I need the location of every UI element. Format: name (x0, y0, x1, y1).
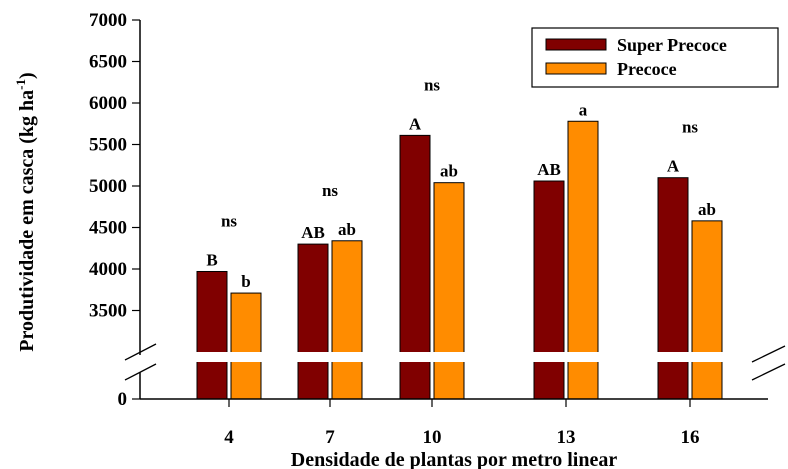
y-tick-label: 4500 (89, 218, 127, 239)
ns-annotation: ns (221, 211, 237, 230)
bar-super-precoce-7 (297, 243, 329, 400)
break-mark-right-bottom (751, 363, 786, 381)
x-tick-label: 10 (423, 427, 442, 448)
y-axis-label-sup: -1 (13, 79, 28, 90)
bar-label: B (206, 250, 217, 269)
bar-label: A (667, 157, 680, 176)
y-tick-label: 0 (118, 389, 128, 410)
legend-swatch-precoce (545, 62, 607, 75)
ns-annotation: ns (322, 181, 338, 200)
bars-layer (196, 120, 723, 400)
bar-precoce-4 (230, 292, 262, 400)
y-axis-label-close: ) (16, 72, 38, 79)
bar-super-precoce-16 (657, 177, 689, 400)
y-tick-label: 6500 (89, 52, 127, 73)
x-tick-label: 4 (224, 427, 234, 448)
axis-break-mask (141, 352, 779, 362)
break-mark-left-top (124, 343, 157, 361)
bar-label: A (409, 114, 422, 133)
legend: Super Precoce Precoce (531, 27, 779, 88)
bar-precoce-16 (691, 220, 723, 400)
axes-layer: 7000 6500 6000 5500 5000 4500 4000 3500 0 4 7 10 13 1… (13, 10, 786, 469)
y-tick-label: 4000 (89, 259, 127, 280)
legend-swatch-super-precoce (545, 38, 607, 51)
y-tick-label: 7000 (89, 10, 127, 31)
y-tick-label: 6000 (89, 93, 127, 114)
ns-annotation: ns (424, 75, 440, 94)
bar-label: a (579, 100, 588, 119)
y-tick-label: 3500 (89, 301, 127, 322)
x-axis-label: Densidade de plantas por metro linear (291, 449, 618, 469)
bar-super-precoce-4 (196, 270, 228, 400)
bar-label: AB (537, 160, 561, 179)
bar-label: AB (301, 223, 325, 242)
y-axis-label-main: Produtividade em casca (kg ha (16, 90, 38, 352)
ns-annotation: ns (682, 118, 698, 137)
break-mark-right-top (751, 345, 786, 363)
bar-label: b (241, 272, 250, 291)
bar-precoce-10 (433, 182, 465, 400)
bar-label: ab (440, 162, 458, 181)
x-tick-label: 7 (325, 427, 335, 448)
legend-label-super-precoce: Super Precoce (617, 35, 727, 55)
legend-label-precoce: Precoce (617, 59, 677, 79)
y-tick-label: 5500 (89, 135, 127, 156)
break-mark-left-bottom (124, 363, 157, 381)
y-axis-label: Produtividade em casca (kg ha-1) (13, 72, 38, 351)
bar-label: ab (338, 220, 356, 239)
break-band (141, 352, 779, 362)
x-tick-label: 13 (557, 427, 576, 448)
bar-precoce-7 (331, 240, 363, 400)
legend-box (531, 27, 779, 88)
bar-super-precoce-13 (533, 180, 565, 400)
x-tick-label: 16 (681, 427, 700, 448)
y-tick-label: 5000 (89, 176, 127, 197)
bar-label: ab (698, 200, 716, 219)
